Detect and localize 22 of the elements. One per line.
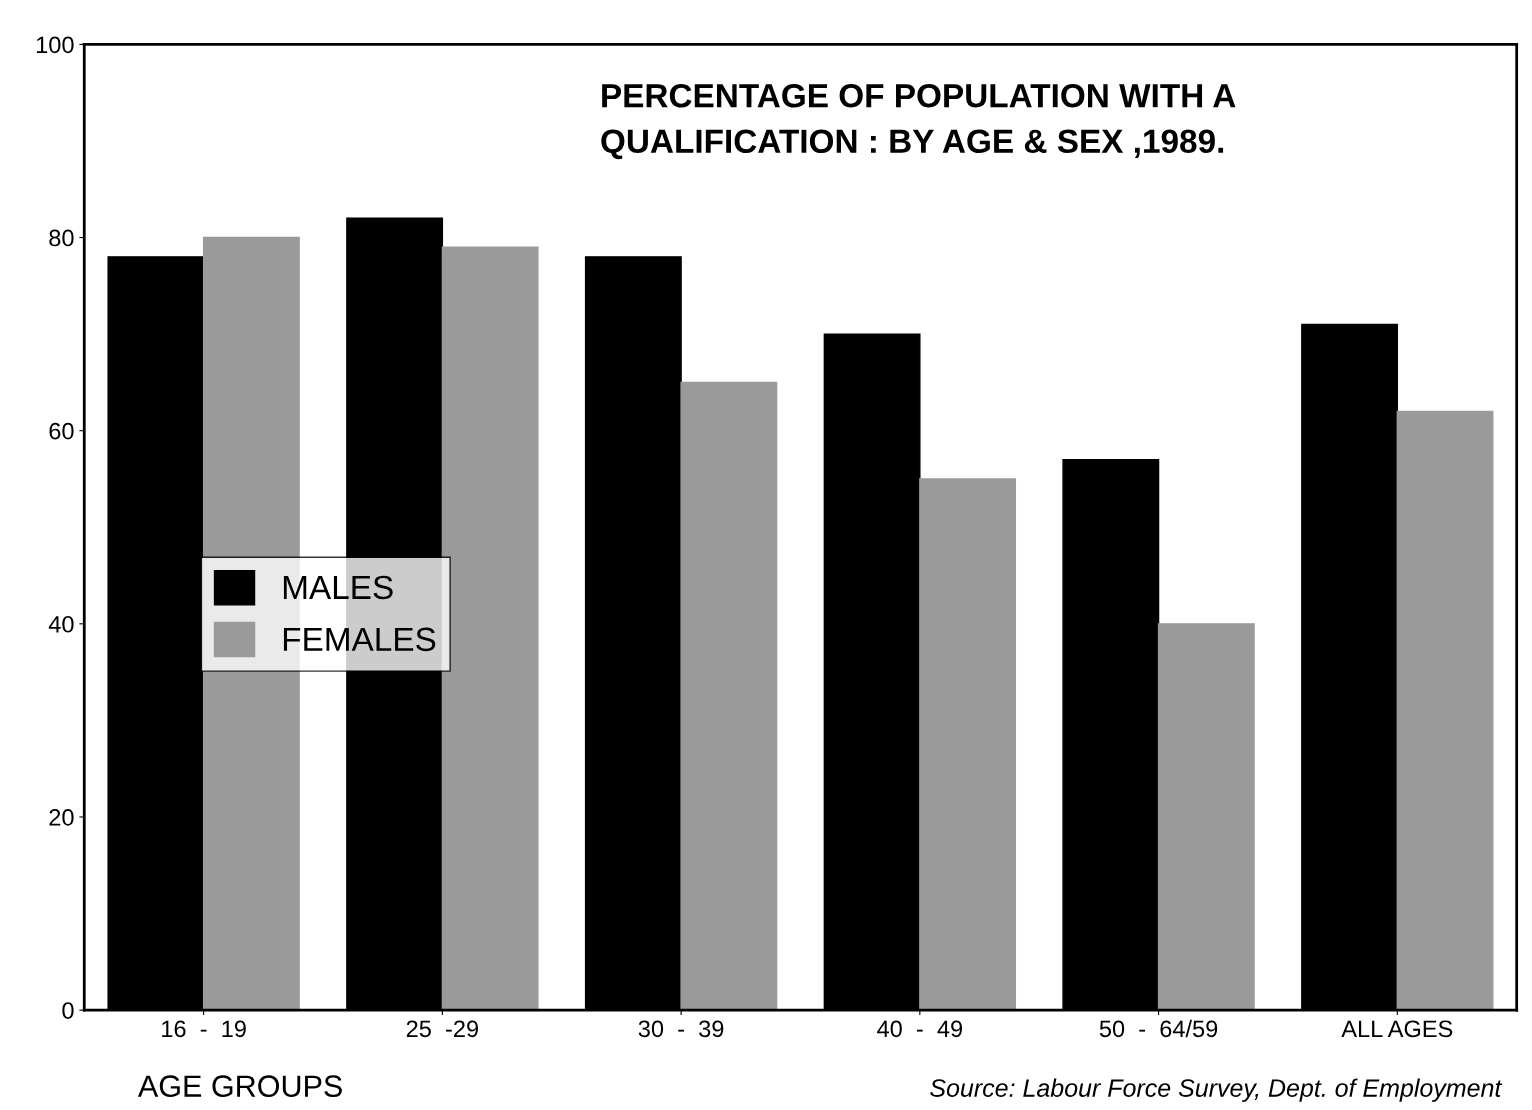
y-tick-label: 80 — [49, 229, 74, 247]
bar — [919, 478, 1017, 1011]
y-tick-label: 60 — [49, 422, 74, 440]
source-note: Source: Labour Force Survey, Dept. of Employment — [930, 1078, 1503, 1102]
bar — [1396, 410, 1494, 1011]
y-tick-label: 40 — [48, 615, 74, 633]
x-tick-label: 40 - 49 — [877, 1020, 963, 1038]
x-tick-label: 30 - 39 — [638, 1020, 724, 1038]
y-tick-label: 20 — [49, 809, 74, 826]
bar — [680, 381, 778, 1011]
bar — [1157, 623, 1255, 1011]
x-tick-label: 50 - 64/59 — [1099, 1019, 1218, 1038]
x-tick-label: 16 - 19 — [162, 1020, 246, 1038]
y-tick-label: 0 — [62, 1002, 74, 1019]
y-tick-label: 100 — [36, 36, 74, 54]
x-tick-label: ALL AGES — [1341, 1020, 1453, 1038]
x-axis-title: AGE GROUPS — [137, 1075, 342, 1097]
legend-label: FEMALES — [283, 627, 436, 652]
x-tick-label: 25 -29 — [406, 1020, 478, 1038]
legend-label: MALES — [283, 575, 393, 600]
bar — [441, 246, 539, 1011]
text: PERCENTAGE OF POPULATION WITH A QUALIFICATION : BY AGE & SEX ,1989. — [601, 83, 1236, 160]
